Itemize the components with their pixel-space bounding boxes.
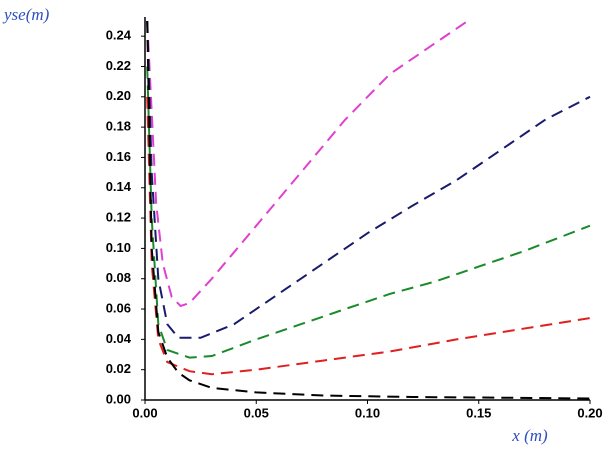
y-tick-label: 0.00 (106, 391, 131, 406)
y-tick-label: 0.14 (106, 179, 132, 194)
y-tick-label: 0.20 (106, 88, 131, 103)
data-line (146, 20, 469, 308)
y-tick-label: 0.16 (106, 149, 131, 164)
y-tick-label: 0.02 (106, 361, 131, 376)
x-tick-label: 0.10 (355, 405, 380, 420)
x-tick-label: 0.20 (577, 405, 602, 420)
data-line (146, 96, 591, 376)
y-tick-label: 0.08 (106, 270, 131, 285)
y-tick-label: 0.24 (106, 28, 132, 43)
y-tick-label: 0.12 (106, 210, 131, 225)
x-tick-label: 0.00 (132, 405, 157, 420)
y-tick-label: 0.22 (106, 58, 131, 73)
x-axis-label: x (m) (511, 426, 548, 445)
data-line (146, 66, 591, 359)
data-line (146, 20, 591, 400)
y-axis-label: yse(m) (2, 5, 50, 24)
x-tick-label: 0.05 (244, 405, 269, 420)
y-tick-label: 0.06 (106, 300, 131, 315)
y-tick-label: 0.04 (106, 331, 132, 346)
y-tick-label: 0.10 (106, 240, 131, 255)
x-tick-label: 0.15 (466, 405, 491, 420)
data-line (146, 20, 591, 339)
y-tick-label: 0.18 (106, 119, 131, 134)
